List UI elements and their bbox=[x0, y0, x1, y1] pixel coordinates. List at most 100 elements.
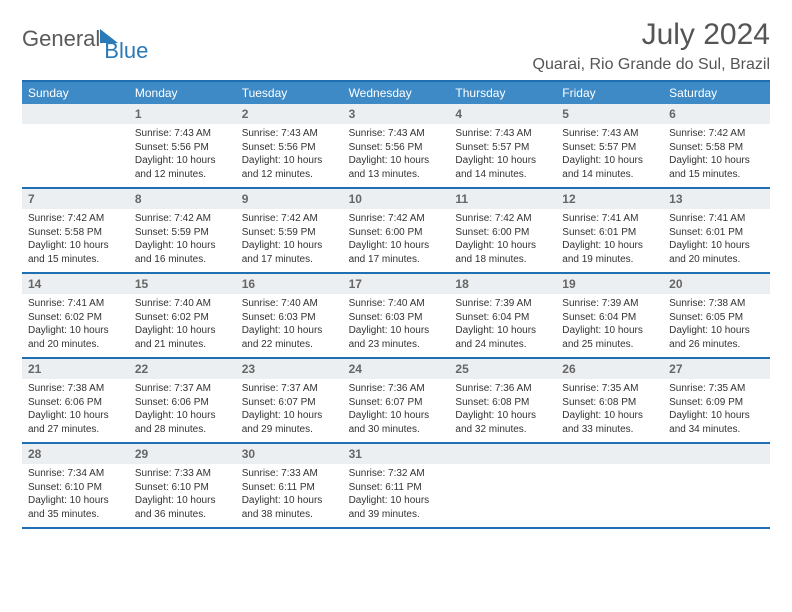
day-number: 16 bbox=[236, 274, 343, 294]
day-body: Sunrise: 7:38 AMSunset: 6:06 PMDaylight:… bbox=[22, 379, 129, 442]
daylight-text: Daylight: 10 hours and 22 minutes. bbox=[242, 324, 337, 351]
day-body: Sunrise: 7:39 AMSunset: 6:04 PMDaylight:… bbox=[449, 294, 556, 357]
sunrise-text: Sunrise: 7:42 AM bbox=[349, 212, 444, 226]
day-number: 1 bbox=[129, 104, 236, 124]
sunrise-text: Sunrise: 7:43 AM bbox=[135, 127, 230, 141]
sunrise-text: Sunrise: 7:42 AM bbox=[28, 212, 123, 226]
day-body: Sunrise: 7:37 AMSunset: 6:07 PMDaylight:… bbox=[236, 379, 343, 442]
day-number: 30 bbox=[236, 444, 343, 464]
day-cell: 4Sunrise: 7:43 AMSunset: 5:57 PMDaylight… bbox=[449, 104, 556, 187]
daylight-text: Daylight: 10 hours and 12 minutes. bbox=[242, 154, 337, 181]
weekday-header-row: Sunday Monday Tuesday Wednesday Thursday… bbox=[22, 82, 770, 104]
weekday-header: Monday bbox=[129, 82, 236, 104]
day-cell bbox=[663, 444, 770, 527]
sunrise-text: Sunrise: 7:41 AM bbox=[28, 297, 123, 311]
sunset-text: Sunset: 6:01 PM bbox=[669, 226, 764, 240]
daylight-text: Daylight: 10 hours and 36 minutes. bbox=[135, 494, 230, 521]
day-number: 18 bbox=[449, 274, 556, 294]
day-cell: 21Sunrise: 7:38 AMSunset: 6:06 PMDayligh… bbox=[22, 359, 129, 442]
week-row: 7Sunrise: 7:42 AMSunset: 5:58 PMDaylight… bbox=[22, 189, 770, 274]
day-cell bbox=[449, 444, 556, 527]
sunrise-text: Sunrise: 7:43 AM bbox=[562, 127, 657, 141]
day-body: Sunrise: 7:40 AMSunset: 6:02 PMDaylight:… bbox=[129, 294, 236, 357]
sunrise-text: Sunrise: 7:38 AM bbox=[669, 297, 764, 311]
day-number: 6 bbox=[663, 104, 770, 124]
day-body: Sunrise: 7:42 AMSunset: 5:58 PMDaylight:… bbox=[22, 209, 129, 272]
day-number: 13 bbox=[663, 189, 770, 209]
sunrise-text: Sunrise: 7:40 AM bbox=[135, 297, 230, 311]
day-number bbox=[556, 444, 663, 464]
day-number: 9 bbox=[236, 189, 343, 209]
sunset-text: Sunset: 6:04 PM bbox=[455, 311, 550, 325]
sunrise-text: Sunrise: 7:36 AM bbox=[455, 382, 550, 396]
day-number: 10 bbox=[343, 189, 450, 209]
daylight-text: Daylight: 10 hours and 27 minutes. bbox=[28, 409, 123, 436]
day-body: Sunrise: 7:36 AMSunset: 6:07 PMDaylight:… bbox=[343, 379, 450, 442]
week-row: 1Sunrise: 7:43 AMSunset: 5:56 PMDaylight… bbox=[22, 104, 770, 189]
day-number: 24 bbox=[343, 359, 450, 379]
day-body: Sunrise: 7:35 AMSunset: 6:08 PMDaylight:… bbox=[556, 379, 663, 442]
weekday-header: Saturday bbox=[663, 82, 770, 104]
daylight-text: Daylight: 10 hours and 23 minutes. bbox=[349, 324, 444, 351]
daylight-text: Daylight: 10 hours and 29 minutes. bbox=[242, 409, 337, 436]
day-number: 11 bbox=[449, 189, 556, 209]
sunset-text: Sunset: 6:02 PM bbox=[28, 311, 123, 325]
day-number: 22 bbox=[129, 359, 236, 379]
day-body: Sunrise: 7:33 AMSunset: 6:10 PMDaylight:… bbox=[129, 464, 236, 527]
sunset-text: Sunset: 6:07 PM bbox=[349, 396, 444, 410]
daylight-text: Daylight: 10 hours and 19 minutes. bbox=[562, 239, 657, 266]
day-body bbox=[449, 464, 556, 473]
daylight-text: Daylight: 10 hours and 16 minutes. bbox=[135, 239, 230, 266]
location: Quarai, Rio Grande do Sul, Brazil bbox=[533, 56, 770, 74]
week-row: 28Sunrise: 7:34 AMSunset: 6:10 PMDayligh… bbox=[22, 444, 770, 529]
daylight-text: Daylight: 10 hours and 28 minutes. bbox=[135, 409, 230, 436]
day-body: Sunrise: 7:42 AMSunset: 6:00 PMDaylight:… bbox=[343, 209, 450, 272]
brand-word-2: Blue bbox=[104, 38, 148, 64]
day-cell: 22Sunrise: 7:37 AMSunset: 6:06 PMDayligh… bbox=[129, 359, 236, 442]
sunset-text: Sunset: 6:10 PM bbox=[135, 481, 230, 495]
day-number: 15 bbox=[129, 274, 236, 294]
daylight-text: Daylight: 10 hours and 14 minutes. bbox=[455, 154, 550, 181]
daylight-text: Daylight: 10 hours and 15 minutes. bbox=[28, 239, 123, 266]
daylight-text: Daylight: 10 hours and 24 minutes. bbox=[455, 324, 550, 351]
day-cell: 12Sunrise: 7:41 AMSunset: 6:01 PMDayligh… bbox=[556, 189, 663, 272]
day-cell: 19Sunrise: 7:39 AMSunset: 6:04 PMDayligh… bbox=[556, 274, 663, 357]
day-number: 14 bbox=[22, 274, 129, 294]
day-number: 19 bbox=[556, 274, 663, 294]
day-body: Sunrise: 7:43 AMSunset: 5:56 PMDaylight:… bbox=[343, 124, 450, 187]
sunrise-text: Sunrise: 7:42 AM bbox=[242, 212, 337, 226]
weekday-header: Thursday bbox=[449, 82, 556, 104]
sunset-text: Sunset: 5:57 PM bbox=[455, 141, 550, 155]
sunset-text: Sunset: 6:07 PM bbox=[242, 396, 337, 410]
sunset-text: Sunset: 6:06 PM bbox=[135, 396, 230, 410]
sunset-text: Sunset: 6:08 PM bbox=[455, 396, 550, 410]
sunrise-text: Sunrise: 7:40 AM bbox=[349, 297, 444, 311]
week-row: 14Sunrise: 7:41 AMSunset: 6:02 PMDayligh… bbox=[22, 274, 770, 359]
day-number: 28 bbox=[22, 444, 129, 464]
sunrise-text: Sunrise: 7:39 AM bbox=[562, 297, 657, 311]
sunset-text: Sunset: 6:02 PM bbox=[135, 311, 230, 325]
day-cell bbox=[556, 444, 663, 527]
day-cell: 11Sunrise: 7:42 AMSunset: 6:00 PMDayligh… bbox=[449, 189, 556, 272]
day-body: Sunrise: 7:40 AMSunset: 6:03 PMDaylight:… bbox=[343, 294, 450, 357]
day-body: Sunrise: 7:43 AMSunset: 5:56 PMDaylight:… bbox=[129, 124, 236, 187]
day-body: Sunrise: 7:42 AMSunset: 5:59 PMDaylight:… bbox=[129, 209, 236, 272]
calendar: Sunday Monday Tuesday Wednesday Thursday… bbox=[22, 80, 770, 529]
sunset-text: Sunset: 6:04 PM bbox=[562, 311, 657, 325]
day-cell: 31Sunrise: 7:32 AMSunset: 6:11 PMDayligh… bbox=[343, 444, 450, 527]
day-body bbox=[22, 124, 129, 133]
day-number: 17 bbox=[343, 274, 450, 294]
day-cell: 30Sunrise: 7:33 AMSunset: 6:11 PMDayligh… bbox=[236, 444, 343, 527]
sunset-text: Sunset: 6:00 PM bbox=[455, 226, 550, 240]
day-cell: 13Sunrise: 7:41 AMSunset: 6:01 PMDayligh… bbox=[663, 189, 770, 272]
daylight-text: Daylight: 10 hours and 30 minutes. bbox=[349, 409, 444, 436]
daylight-text: Daylight: 10 hours and 18 minutes. bbox=[455, 239, 550, 266]
day-body: Sunrise: 7:42 AMSunset: 6:00 PMDaylight:… bbox=[449, 209, 556, 272]
daylight-text: Daylight: 10 hours and 15 minutes. bbox=[669, 154, 764, 181]
day-body: Sunrise: 7:39 AMSunset: 6:04 PMDaylight:… bbox=[556, 294, 663, 357]
day-cell: 29Sunrise: 7:33 AMSunset: 6:10 PMDayligh… bbox=[129, 444, 236, 527]
day-number: 5 bbox=[556, 104, 663, 124]
day-cell: 14Sunrise: 7:41 AMSunset: 6:02 PMDayligh… bbox=[22, 274, 129, 357]
sunset-text: Sunset: 6:08 PM bbox=[562, 396, 657, 410]
day-number: 7 bbox=[22, 189, 129, 209]
